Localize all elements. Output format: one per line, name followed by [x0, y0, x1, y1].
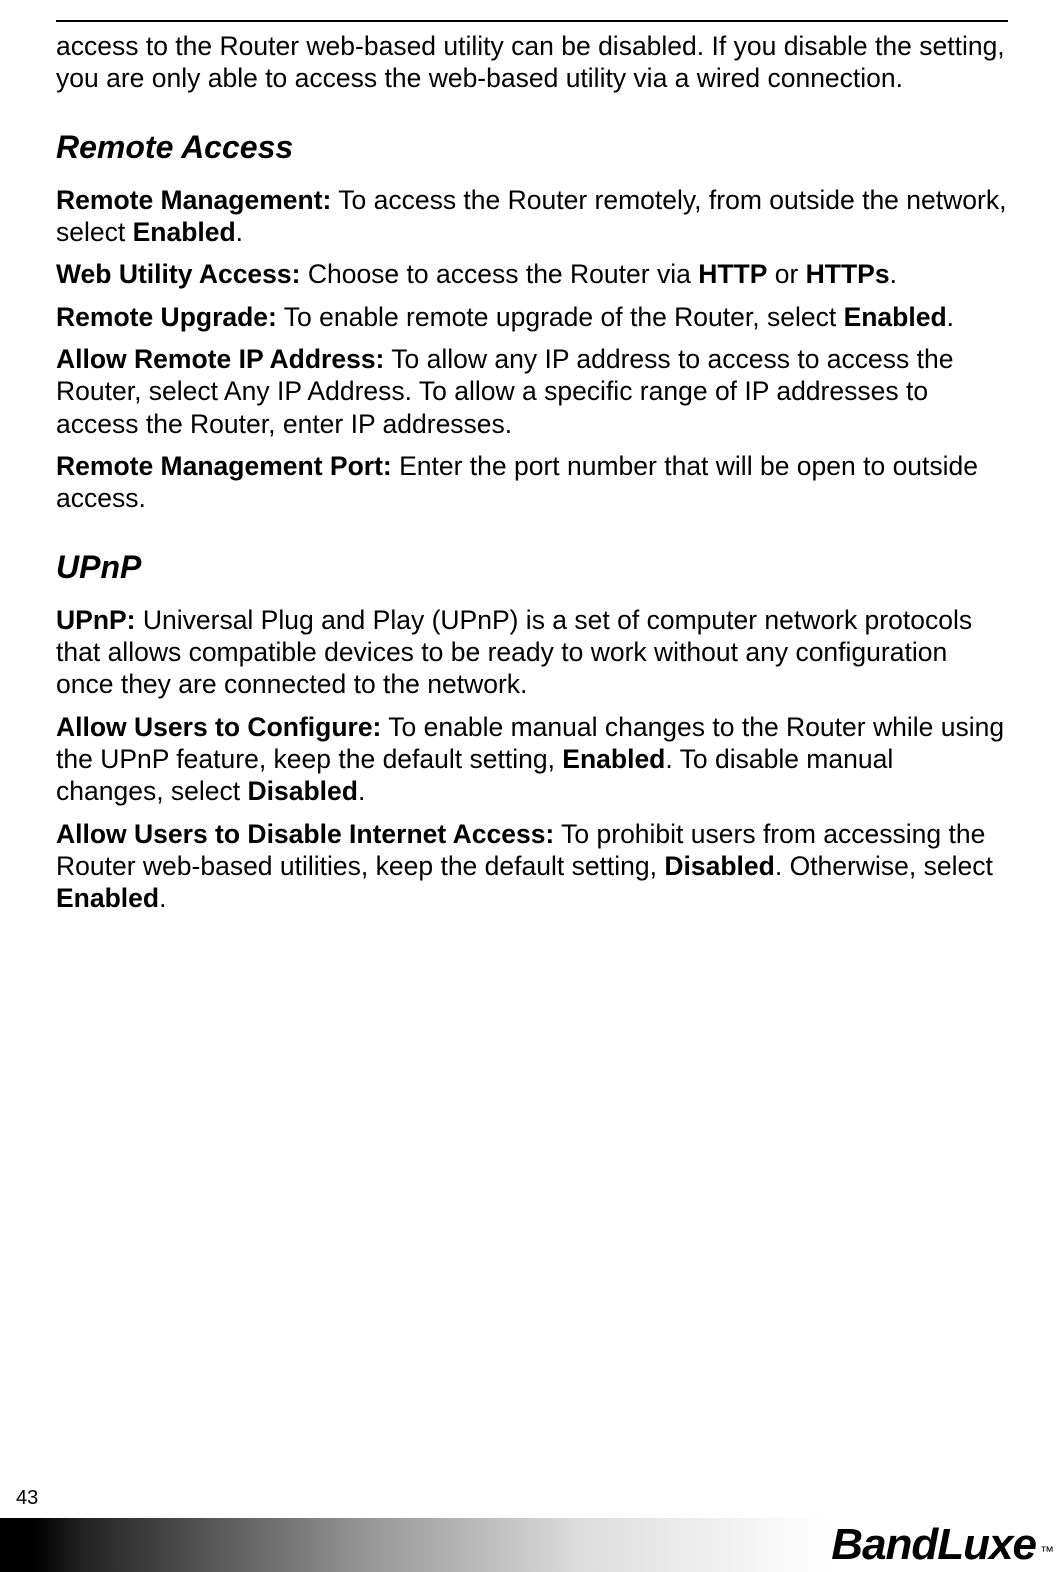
text: Choose to access the Router via	[300, 259, 698, 289]
trademark-symbol: ™	[1040, 1543, 1054, 1559]
text: .	[947, 302, 954, 332]
para-remote-upgrade: Remote Upgrade: To enable remote upgrade…	[56, 301, 1008, 333]
bold-disabled: Disabled	[248, 776, 358, 806]
para-allow-configure: Allow Users to Configure: To enable manu…	[56, 711, 1008, 808]
text: .	[890, 259, 897, 289]
top-horizontal-rule	[56, 20, 1008, 22]
footer-bar: BandLuxe™	[0, 1518, 1064, 1572]
para-upnp: UPnP: Universal Plug and Play (UPnP) is …	[56, 604, 1008, 701]
footer-gradient	[0, 1518, 831, 1572]
section-title-upnp: UPnP	[56, 549, 1008, 586]
text: .	[358, 776, 365, 806]
para-web-utility-access: Web Utility Access: Choose to access the…	[56, 258, 1008, 290]
label-web-utility-access: Web Utility Access:	[56, 259, 300, 289]
bold-enabled: Enabled	[562, 744, 665, 774]
text: . Otherwise, select	[775, 851, 993, 881]
bold-disabled: Disabled	[664, 851, 774, 881]
label-allow-configure: Allow Users to Configure:	[56, 712, 381, 742]
label-upnp: UPnP:	[56, 605, 136, 635]
text: .	[159, 883, 166, 913]
bold-https: HTTPs	[806, 259, 890, 289]
logo-text: BandLuxe	[831, 1520, 1036, 1570]
label-allow-remote-ip: Allow Remote IP Address:	[56, 344, 384, 374]
section-title-remote-access: Remote Access	[56, 129, 1008, 166]
label-remote-mgmt-port: Remote Management Port:	[56, 451, 392, 481]
text: or	[767, 259, 805, 289]
para-allow-disable-internet: Allow Users to Disable Internet Access: …	[56, 818, 1008, 915]
text: .	[236, 217, 243, 247]
para-allow-remote-ip: Allow Remote IP Address: To allow any IP…	[56, 343, 1008, 440]
brand-logo: BandLuxe™	[831, 1518, 1064, 1572]
label-remote-upgrade: Remote Upgrade:	[56, 302, 277, 332]
para-remote-mgmt-port: Remote Management Port: Enter the port n…	[56, 450, 1008, 515]
para-remote-management: Remote Management: To access the Router …	[56, 184, 1008, 249]
page-number: 43	[16, 1487, 38, 1510]
label-allow-disable-internet: Allow Users to Disable Internet Access:	[56, 819, 554, 849]
bold-enabled: Enabled	[56, 883, 159, 913]
intro-paragraph: access to the Router web-based utility c…	[56, 30, 1008, 95]
bold-enabled: Enabled	[844, 302, 947, 332]
label-remote-management: Remote Management:	[56, 185, 331, 215]
text: To enable remote upgrade of the Router, …	[277, 302, 844, 332]
bold-enabled: Enabled	[133, 217, 236, 247]
text: Universal Plug and Play (UPnP) is a set …	[56, 605, 972, 700]
bold-http: HTTP	[698, 259, 767, 289]
